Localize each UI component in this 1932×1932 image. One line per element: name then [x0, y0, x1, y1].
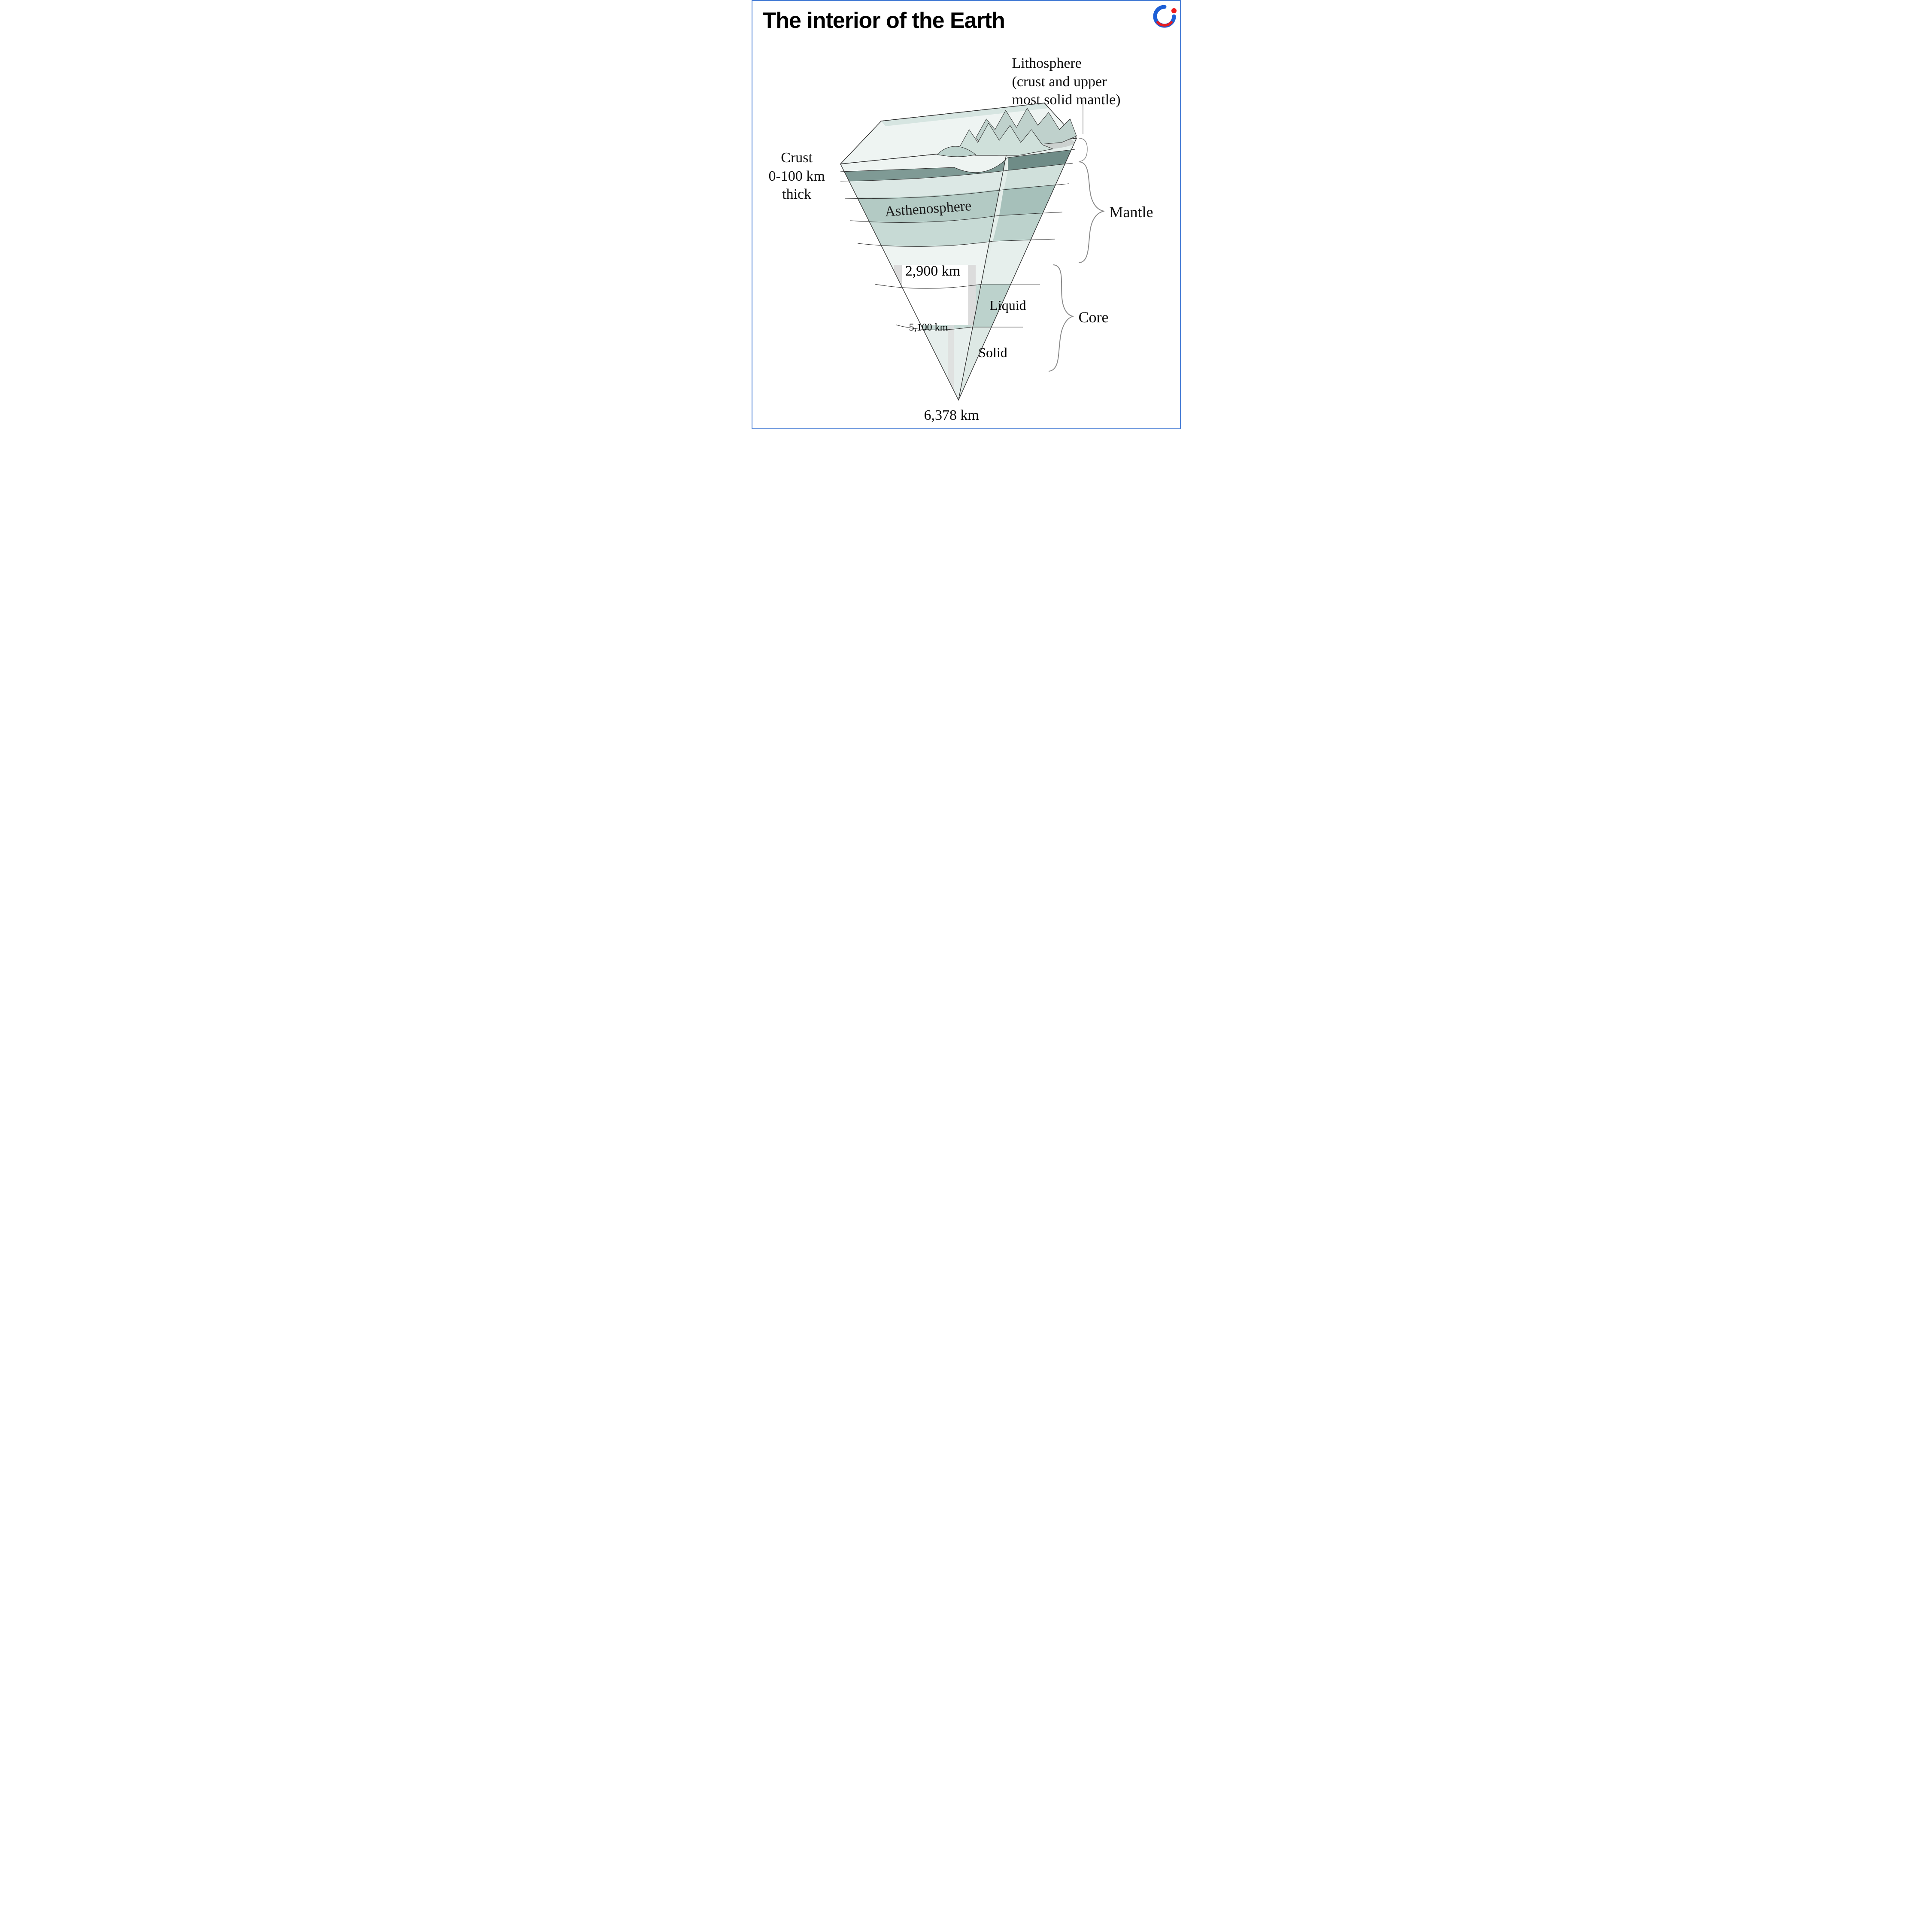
depth-6378-label: 6,378 km: [924, 406, 979, 425]
depth-5100-label: 5,100 km: [909, 322, 948, 333]
crust-label: Crust 0-100 km thick: [769, 149, 825, 204]
lithosphere-label: Lithosphere (crust and upper most solid …: [1012, 55, 1121, 109]
core-brace: [1049, 265, 1074, 371]
depth-2900-label: 2,900 km: [905, 263, 960, 279]
liquid-label: Liquid: [989, 297, 1026, 313]
diagram-frame: The interior of the Earth: [752, 0, 1181, 429]
mantle-brace: [1079, 162, 1104, 263]
core-label: Core: [1079, 308, 1109, 327]
solid-label: Solid: [978, 345, 1007, 360]
mantle-label: Mantle: [1110, 203, 1153, 222]
